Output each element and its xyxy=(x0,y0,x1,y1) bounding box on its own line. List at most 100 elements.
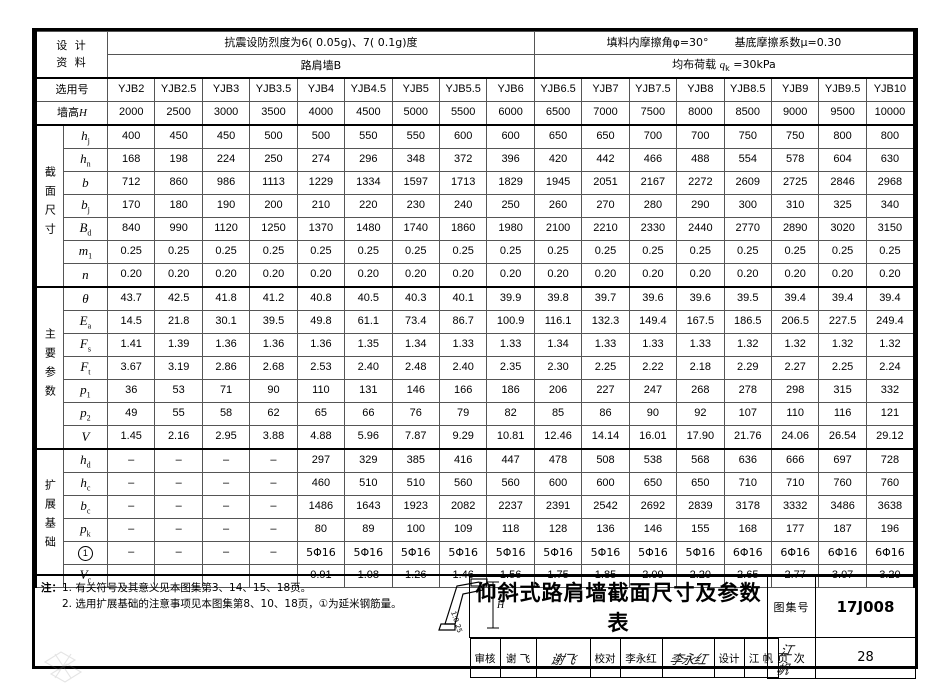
wall-height-cell: 5000 xyxy=(391,101,440,126)
data-cell: 0.20 xyxy=(296,263,346,288)
review-name: 谢 飞 xyxy=(499,638,537,678)
data-cell: 2051 xyxy=(581,171,630,195)
group-label-2: 扩展基础 xyxy=(34,448,64,588)
data-cell: 39.5 xyxy=(249,310,298,334)
notes-block: 注： 1. 有关符号及其意义见本图集第3、14、15、18页。 2. 选用扩展基… xyxy=(41,580,461,613)
data-cell: 131 xyxy=(344,379,393,403)
data-cell: 650 xyxy=(533,124,583,149)
notes-label: 注： xyxy=(41,582,62,594)
data-cell: – xyxy=(249,518,298,542)
data-cell: 650 xyxy=(628,472,678,496)
table-row: Bd 840 990 1120 1250 1370 1480 1740 1860 1980 2100… xyxy=(36,217,915,241)
data-cell: 290 xyxy=(676,194,725,218)
row-symbol: b xyxy=(62,171,109,195)
data-cell: 278 xyxy=(723,379,772,403)
data-cell: 450 xyxy=(201,124,251,149)
row-symbol: pk xyxy=(62,518,109,542)
table-row: n 0.20 0.20 0.20 0.20 0.20 0.20 0.20 0.20 0.20 0.2… xyxy=(36,263,915,288)
data-cell: 2968 xyxy=(865,171,915,195)
data-cell: 0.20 xyxy=(344,263,393,288)
data-cell: 39.9 xyxy=(486,286,535,311)
data-cell: 1829 xyxy=(486,171,535,195)
data-cell: – xyxy=(201,495,251,519)
table-row: 截面尺寸 hj 400 450 450 500 500 550 550 600 600 650 650 7… xyxy=(34,124,915,288)
data-cell: 568 xyxy=(676,448,725,473)
data-cell: 5Φ16 xyxy=(391,541,440,565)
table-row: bj 170 180 190 200 210 220 230 240 250 260 270 280 29… xyxy=(36,194,915,218)
model-cell: YJB8 xyxy=(676,77,725,102)
table-row: bc – – – –1486 1643 1923 2082 2237 2391 2542 2692 28… xyxy=(36,495,915,519)
data-cell: 760 xyxy=(865,472,915,496)
data-cell: 986 xyxy=(201,171,251,195)
data-cell: 29.12 xyxy=(865,425,915,450)
table-row: Ft 3.67 3.19 2.86 2.68 2.53 2.40 2.48 2.40 2.35 2.… xyxy=(36,356,915,380)
data-cell: 550 xyxy=(391,124,440,149)
data-cell: 227 xyxy=(581,379,630,403)
data-cell: 1.36 xyxy=(201,333,251,357)
data-cell: 0.25 xyxy=(581,240,630,264)
data-cell: 600 xyxy=(581,472,630,496)
wall-height-cell: 2500 xyxy=(154,101,203,126)
data-cell: 14.5 xyxy=(107,310,156,334)
data-cell: 3638 xyxy=(865,495,915,519)
data-cell: 280 xyxy=(628,194,678,218)
data-cell: 14.14 xyxy=(581,425,630,450)
data-cell: 2440 xyxy=(676,217,725,241)
data-cell: 0.25 xyxy=(723,240,772,264)
data-cell: 40.1 xyxy=(438,286,488,311)
data-cell: 2.27 xyxy=(770,356,820,380)
data-cell: 168 xyxy=(723,518,772,542)
data-cell: – xyxy=(154,518,203,542)
data-cell: 2.30 xyxy=(533,356,583,380)
table-row: Fs 1.41 1.39 1.36 1.36 1.36 1.35 1.34 1.33 1.33 1.… xyxy=(36,333,915,357)
data-cell: 550 xyxy=(344,124,393,149)
data-cell: – xyxy=(107,518,156,542)
row-symbol: n xyxy=(62,263,109,288)
data-cell: 230 xyxy=(391,194,440,218)
data-cell: 650 xyxy=(676,472,725,496)
data-cell: 0.20 xyxy=(818,263,867,288)
data-cell: 1.32 xyxy=(818,333,867,357)
data-cell: 750 xyxy=(723,124,772,149)
wall-height-cell: 6000 xyxy=(486,101,535,126)
wall-height-cell: 2000 xyxy=(107,101,156,126)
check-name: 李永红 xyxy=(619,638,663,678)
data-cell: 2.40 xyxy=(438,356,488,380)
data-cell: 700 xyxy=(628,124,678,149)
data-cell: 600 xyxy=(486,124,535,149)
data-cell: 329 xyxy=(344,448,393,473)
data-cell: 146 xyxy=(628,518,678,542)
data-cell: 385 xyxy=(391,448,440,473)
data-cell: 107 xyxy=(723,402,772,426)
data-cell: 728 xyxy=(865,448,915,473)
data-cell: 4.88 xyxy=(296,425,346,450)
data-cell: 274 xyxy=(296,148,346,172)
data-cell: 132.3 xyxy=(581,310,630,334)
data-cell: 86 xyxy=(581,402,630,426)
table-row: 1– – – –5Φ16 5Φ16 5Φ16 5Φ16 5Φ16 5Φ16 5Φ16 5Φ16 5Φ1… xyxy=(36,541,915,565)
model-cell: YJB4 xyxy=(296,77,346,102)
uniform-load-note: 均布荷载 qk =30kPa xyxy=(533,54,915,79)
data-cell: – xyxy=(249,448,298,473)
data-cell: 604 xyxy=(818,148,867,172)
data-cell: 298 xyxy=(770,379,820,403)
row-symbol: bc xyxy=(62,495,109,519)
data-cell: 3486 xyxy=(818,495,867,519)
data-cell: 666 xyxy=(770,448,820,473)
wall-height-cell: 8500 xyxy=(723,101,772,126)
data-cell: 2609 xyxy=(723,171,772,195)
data-cell: 1.32 xyxy=(770,333,820,357)
data-cell: 500 xyxy=(249,124,298,149)
data-cell: 416 xyxy=(438,448,488,473)
data-cell: 198 xyxy=(154,148,203,172)
review-signature: 谢飞 xyxy=(531,638,595,678)
data-cell: – xyxy=(107,472,156,496)
fill-friction-angle-note: 填料内摩擦角φ=30° xyxy=(606,36,709,50)
data-cell: 2.35 xyxy=(486,356,535,380)
data-cell: 2.22 xyxy=(628,356,678,380)
data-cell: 1113 xyxy=(249,171,298,195)
model-cell: YJB4.5 xyxy=(344,77,393,102)
data-cell: – xyxy=(107,541,156,565)
wall-height-row-label: 墙高H xyxy=(35,101,109,126)
wall-height-cell: 6500 xyxy=(533,101,583,126)
